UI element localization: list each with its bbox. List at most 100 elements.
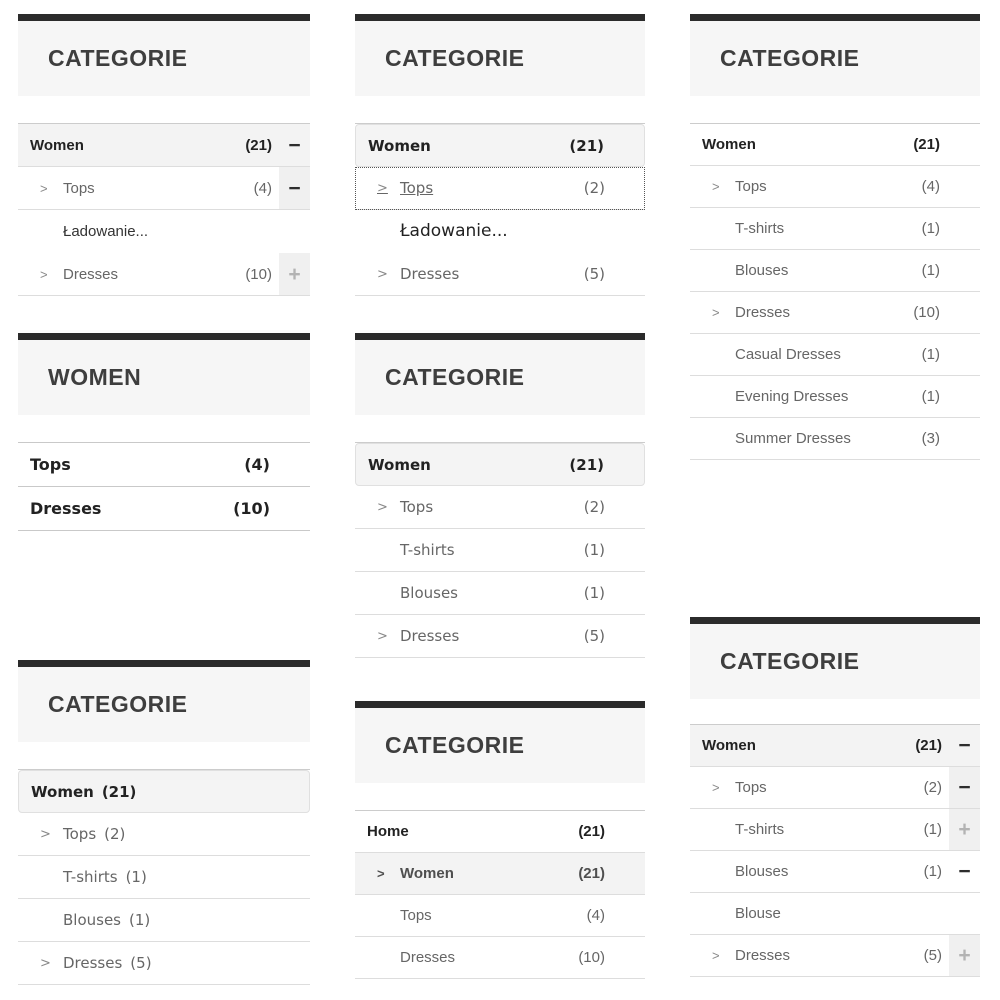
category-link[interactable]: T-shirts bbox=[63, 868, 118, 886]
category-count: (5) bbox=[923, 947, 942, 964]
category-row-women[interactable]: Women (21) − bbox=[690, 725, 980, 767]
category-link[interactable]: > Dresses bbox=[712, 947, 790, 964]
category-link[interactable]: T-shirts bbox=[735, 220, 785, 237]
category-row-dresses[interactable]: Dresses (10) bbox=[355, 937, 645, 979]
category-row-dresses[interactable]: > Dresses (5) bbox=[18, 942, 310, 985]
category-row-blouses[interactable]: Blouses (1) bbox=[690, 250, 980, 292]
category-row-women[interactable]: Women (21) bbox=[690, 124, 980, 166]
category-row-tops[interactable]: Tops (4) bbox=[355, 895, 645, 937]
category-row-blouses[interactable]: Blouses (1) bbox=[355, 572, 645, 615]
category-row-tops-focused[interactable]: > Tops (2) bbox=[355, 167, 645, 210]
loading-indicator: Ładowanie... bbox=[18, 210, 310, 253]
category-link[interactable]: Home bbox=[367, 823, 409, 840]
expand-icon[interactable]: + bbox=[949, 809, 980, 850]
category-link[interactable]: Blouses bbox=[400, 584, 459, 602]
category-row-women[interactable]: Women (21) bbox=[18, 770, 310, 813]
category-link[interactable]: Summer Dresses bbox=[735, 430, 851, 447]
category-row-tops[interactable]: > Tops (2) bbox=[355, 486, 645, 529]
category-link[interactable]: Tops bbox=[400, 907, 432, 924]
collapse-icon[interactable]: − bbox=[279, 167, 310, 209]
category-link[interactable]: > Tops bbox=[40, 825, 96, 843]
category-link[interactable]: > Dresses bbox=[712, 304, 790, 321]
chevron-right-icon: > bbox=[40, 826, 51, 842]
category-list: Home (21) > Women (21) Tops (4) Dresses … bbox=[355, 810, 645, 979]
category-count: (5) bbox=[583, 627, 605, 645]
category-link[interactable]: Women bbox=[702, 737, 756, 754]
category-row-tops[interactable]: > Tops (4) bbox=[690, 166, 980, 208]
category-link[interactable]: Women bbox=[368, 455, 431, 474]
collapse-icon[interactable]: − bbox=[949, 767, 980, 808]
category-link[interactable]: > Tops bbox=[377, 498, 433, 516]
category-count: (5) bbox=[130, 954, 152, 972]
chevron-right-icon: > bbox=[712, 948, 720, 963]
category-link[interactable]: > Tops bbox=[712, 779, 767, 796]
category-link[interactable]: > Tops bbox=[712, 178, 767, 195]
category-link[interactable]: > Women bbox=[377, 865, 454, 882]
category-link[interactable]: Blouses bbox=[63, 911, 122, 929]
category-row-women[interactable]: Women (21) bbox=[355, 443, 645, 486]
category-link[interactable]: Blouses bbox=[735, 262, 789, 279]
collapse-icon[interactable]: − bbox=[958, 860, 971, 883]
expand-icon[interactable]: + bbox=[279, 253, 310, 295]
category-link[interactable]: Dresses bbox=[30, 499, 102, 518]
widget-header: CATEGORIE bbox=[18, 667, 310, 742]
category-row-dresses[interactable]: Dresses (10) bbox=[18, 487, 310, 531]
category-link[interactable]: Women bbox=[368, 136, 431, 155]
category-link[interactable]: > Tops bbox=[40, 180, 95, 197]
category-link[interactable]: > Dresses bbox=[377, 265, 459, 283]
category-list: Women (21) − > Tops (4) − Ładowanie... >… bbox=[18, 123, 310, 296]
category-row-tshirts[interactable]: T-shirts (1) + bbox=[690, 809, 980, 851]
category-link[interactable]: T-shirts bbox=[735, 821, 785, 838]
category-widget: WOMEN Tops (4) Dresses (10) bbox=[18, 333, 310, 531]
category-link[interactable]: Blouse bbox=[735, 905, 781, 922]
category-link[interactable]: Dresses bbox=[400, 949, 456, 966]
category-row-summer-dresses[interactable]: Summer Dresses (3) bbox=[690, 418, 980, 460]
category-link[interactable]: Blouses bbox=[735, 863, 789, 880]
category-row-dresses[interactable]: > Dresses (5) + bbox=[690, 935, 980, 977]
category-row-tops[interactable]: Tops (4) bbox=[18, 443, 310, 487]
loading-label: Ładowanie... bbox=[63, 222, 149, 240]
category-row-tshirts[interactable]: T-shirts (1) bbox=[18, 856, 310, 899]
category-row-blouses[interactable]: Blouses (1) bbox=[18, 899, 310, 942]
category-link[interactable]: > Dresses bbox=[377, 627, 459, 645]
category-row-dresses[interactable]: > Dresses (5) bbox=[355, 253, 645, 296]
category-row-women[interactable]: Women (21) − bbox=[18, 124, 310, 167]
category-row-tops[interactable]: > Tops (2) bbox=[18, 813, 310, 856]
category-row-dresses[interactable]: > Dresses (10) + bbox=[18, 253, 310, 296]
category-link[interactable]: Evening Dresses bbox=[735, 388, 849, 405]
category-link[interactable]: Casual Dresses bbox=[735, 346, 841, 363]
collapse-icon[interactable]: − bbox=[958, 734, 971, 757]
expand-icon[interactable]: + bbox=[949, 935, 980, 976]
category-link[interactable]: Tops bbox=[30, 455, 71, 474]
widget-title: CATEGORIE bbox=[48, 691, 188, 717]
category-count: (21) bbox=[578, 823, 605, 840]
category-count: (21) bbox=[578, 865, 605, 882]
category-count: (1) bbox=[583, 541, 605, 559]
category-row-tshirts[interactable]: T-shirts (1) bbox=[690, 208, 980, 250]
category-row-women[interactable]: Women (21) bbox=[355, 124, 645, 167]
category-row-evening-dresses[interactable]: Evening Dresses (1) bbox=[690, 376, 980, 418]
collapse-icon[interactable]: − bbox=[288, 133, 301, 157]
category-row-dresses[interactable]: > Dresses (10) bbox=[690, 292, 980, 334]
category-link[interactable]: > Dresses bbox=[40, 954, 122, 972]
category-count: (1) bbox=[125, 868, 147, 886]
category-row-tops[interactable]: > Tops (4) − bbox=[18, 167, 310, 210]
category-link[interactable]: Women bbox=[31, 782, 94, 801]
chevron-right-icon: > bbox=[40, 266, 48, 282]
category-row-tops[interactable]: > Tops (2) − bbox=[690, 767, 980, 809]
category-count: (5) bbox=[583, 265, 605, 283]
category-row-blouse[interactable]: Blouse bbox=[690, 893, 980, 935]
category-link[interactable]: Women bbox=[702, 136, 756, 153]
widget-top-border bbox=[690, 14, 980, 21]
category-link[interactable]: > Tops bbox=[377, 179, 433, 197]
category-link[interactable]: > Dresses bbox=[40, 266, 118, 283]
category-row-home[interactable]: Home (21) bbox=[355, 811, 645, 853]
category-label: Tops bbox=[400, 498, 434, 516]
category-link[interactable]: T-shirts bbox=[400, 541, 455, 559]
category-row-dresses[interactable]: > Dresses (5) bbox=[355, 615, 645, 658]
category-link[interactable]: Women bbox=[30, 136, 84, 154]
category-row-casual-dresses[interactable]: Casual Dresses (1) bbox=[690, 334, 980, 376]
category-row-blouses[interactable]: Blouses (1) − bbox=[690, 851, 980, 893]
category-row-tshirts[interactable]: T-shirts (1) bbox=[355, 529, 645, 572]
category-row-women[interactable]: > Women (21) bbox=[355, 853, 645, 895]
